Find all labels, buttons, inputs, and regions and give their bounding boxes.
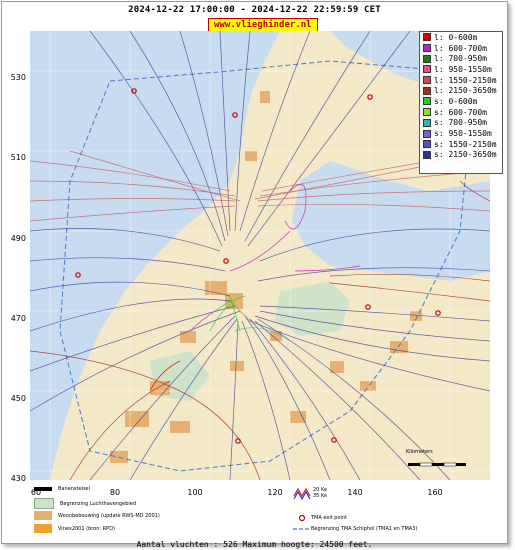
- map-legend: Banenstelsel Begrenzing Luchthavengebied…: [30, 484, 490, 540]
- legend-swatch: [423, 65, 431, 74]
- legend-item: s: 600-700m: [420, 107, 502, 118]
- noise-20-label: 20 Ke: [313, 487, 328, 493]
- legend-swatch: [423, 54, 431, 63]
- legend-label: s: 0-600m: [434, 96, 478, 106]
- tracks-low: [149, 360, 181, 392]
- legend-label: l: 950-1550m: [434, 64, 492, 74]
- legend-label: s: 950-1550m: [434, 129, 492, 139]
- legend-label: l: 600-700m: [434, 43, 487, 53]
- x-tick-label: 140: [347, 488, 363, 497]
- y-tick-label: 510: [10, 153, 26, 162]
- legend-label: s: 2150-3650m: [434, 150, 497, 160]
- inland-water: [292, 161, 490, 281]
- legend-item: s: 950-1550m: [420, 128, 502, 139]
- legend-label: s: 600-700m: [434, 107, 487, 117]
- tma-exit-points: [75, 88, 441, 444]
- legend-item: s: 1550-2150m: [420, 139, 502, 150]
- legend-swatch: [423, 33, 431, 42]
- legend-vinex: Vinex2001 (bron: RPD): [34, 524, 115, 533]
- legend-swatch: [423, 44, 431, 53]
- legend-tma-border: Begrenzing TMA Schiphol (TMA1 en TMA3): [293, 526, 417, 532]
- scale-bar: [408, 462, 466, 467]
- legend-swatch: [423, 150, 431, 159]
- y-tick-label: 530: [10, 73, 26, 82]
- tma-exit-label: TMA exit point: [311, 515, 348, 521]
- legend-swatch: [423, 97, 431, 106]
- runway-label: Banenstelsel: [58, 486, 91, 492]
- legend-item: l: 600-700m: [420, 43, 502, 54]
- legend-tma-exit: TMA exit point: [293, 514, 347, 522]
- tma-border-label: Begrenzing TMA Schiphol (TMA1 en TMA3): [311, 526, 418, 532]
- legend-item: l: 950-1550m: [420, 64, 502, 75]
- tma-exit-icon: [298, 514, 306, 522]
- flight-tracks: [30, 31, 490, 480]
- legend-label: l: 700-950m: [434, 54, 487, 64]
- vinex-swatch: [34, 524, 52, 533]
- legend-noise: 20 Ke 35 Ke: [293, 486, 327, 500]
- flight-summary: Aantal vluchten : 526 Maximum hoogte: 24…: [136, 540, 373, 549]
- y-tick-label: 430: [10, 474, 26, 483]
- legend-item: s: 0-600m: [420, 96, 502, 107]
- altitude-legend: l: 0-600m l: 600-700m l: 700-950m l: 950-15…: [419, 31, 503, 174]
- x-tick-label: 120: [267, 488, 283, 497]
- tracks-teal: [234, 327, 291, 342]
- legend-item: l: 0-600m: [420, 32, 502, 43]
- x-tick-label: 160: [427, 488, 443, 497]
- y-tick-label: 490: [10, 234, 26, 243]
- legend-swatch: [423, 140, 431, 149]
- x-tick-label: 80: [109, 488, 121, 497]
- housing-swatch: [34, 511, 52, 520]
- legend-item: l: 700-950m: [420, 53, 502, 64]
- tracks-magenta: [189, 184, 361, 332]
- y-tick-label: 470: [10, 314, 26, 323]
- legend-runway: Banenstelsel: [34, 486, 90, 492]
- legend-swatch: [423, 129, 431, 138]
- legend-item: l: 2150-3650m: [420, 85, 502, 96]
- urban-areas: [110, 91, 422, 463]
- tracks-green: [209, 295, 251, 332]
- scale-label: Kilometers: [406, 449, 433, 455]
- legend-swatch: [423, 86, 431, 95]
- y-tick-label: 450: [10, 394, 26, 403]
- runway-swatch: [34, 487, 52, 491]
- time-range-title: 2024-12-22 17:00:00 - 2024-12-22 22:59:5…: [128, 5, 381, 15]
- tma-border-icon: [293, 528, 311, 530]
- legend-item: l: 1550-2150m: [420, 75, 502, 86]
- noise-35-label: 35 Ke: [313, 493, 328, 499]
- tracks-dark-blue: [30, 31, 490, 480]
- noise-contour-icon: [293, 487, 311, 500]
- x-tick-label: 100: [187, 488, 203, 497]
- legend-swatch: [423, 76, 431, 85]
- legend-swatch: [423, 108, 431, 117]
- legend-label: l: 2150-3650m: [434, 86, 497, 96]
- grid-lines: [30, 31, 490, 480]
- legend-label: s: 1550-2150m: [434, 139, 497, 149]
- legend-label: l: 1550-2150m: [434, 75, 497, 85]
- airport-swatch: [34, 498, 54, 509]
- tracks-brown: [30, 180, 490, 480]
- legend-item: s: 700-950m: [420, 118, 502, 129]
- legend-airport: Begrenzing Luchthavengebied: [34, 498, 136, 509]
- legend-label: l: 0-600m: [434, 32, 478, 42]
- legend-label: s: 700-950m: [434, 118, 487, 128]
- airport-label: Begrenzing Luchthavengebied: [60, 500, 137, 507]
- legend-swatch: [423, 118, 431, 127]
- legend-item: s: 2150-3650m: [420, 150, 502, 161]
- housing-label: Woonbebouwing (update RWS-MD 2001): [58, 512, 160, 519]
- vinex-label: Vinex2001 (bron: RPD): [58, 525, 115, 532]
- legend-housing: Woonbebouwing (update RWS-MD 2001): [34, 511, 160, 520]
- x-tick-label: 60: [30, 488, 42, 497]
